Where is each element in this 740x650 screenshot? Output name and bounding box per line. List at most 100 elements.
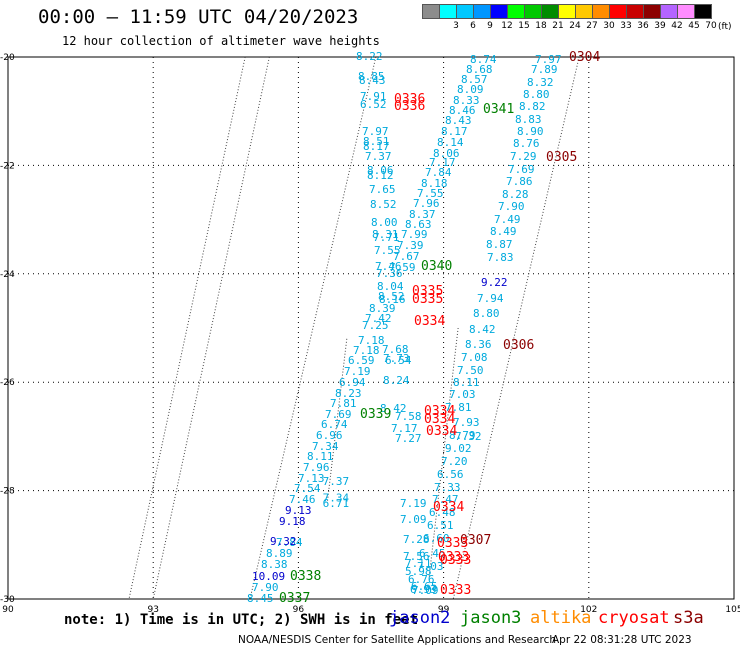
swh-value: 8.06: [433, 147, 460, 160]
swh-value: 7.68: [382, 343, 409, 356]
swh-value: 8.74: [470, 53, 497, 66]
legend-swatch: [541, 4, 559, 19]
pass-number: 0333: [440, 583, 471, 598]
page-title: 00:00 – 11:59 UTC 04/20/2023: [38, 6, 359, 28]
lat-tick-label: -22: [0, 161, 15, 171]
ground-tracks: [128, 56, 580, 600]
pass-number: 0334: [424, 404, 455, 419]
swh-value: 7.93: [453, 416, 480, 429]
legend-tick-label: 21: [552, 21, 564, 31]
lon-tick-label: 90: [2, 605, 14, 615]
swh-value: 7.84: [276, 536, 303, 549]
swh-value: 5.98: [405, 565, 432, 578]
swh-value: 7.54: [294, 482, 321, 495]
swh-value: 8.85: [358, 70, 385, 83]
swh-value: 8.89: [266, 547, 293, 560]
swh-value: 6.71: [323, 497, 350, 510]
swh-value: 10.09: [252, 570, 285, 583]
subtitle: 12 hour collection of altimeter wave hei…: [62, 34, 380, 48]
lon-tick-label: 96: [293, 605, 305, 615]
swh-value: 7.03: [417, 560, 444, 573]
swh-value: 8.00: [371, 216, 398, 229]
satellite-s3a: s3a: [673, 608, 704, 628]
swh-value: 7.73: [383, 352, 410, 365]
legend-swatch: [643, 4, 661, 19]
generated-timestamp: Apr 22 08:31:28 UTC 2023: [552, 634, 692, 646]
legend-tick-label: 70: [705, 21, 717, 31]
swh-value: 8.42: [469, 323, 496, 336]
swh-value: 6.93: [410, 583, 437, 596]
swh-value: 8.36: [465, 338, 492, 351]
swh-value: 8.51: [363, 135, 390, 148]
swh-value: 9.13: [285, 504, 312, 517]
swh-value: 8.12: [367, 169, 394, 182]
legend-tick-label: 39: [654, 21, 666, 31]
map-frame: [7, 56, 735, 600]
swh-value: 9.22: [481, 276, 508, 289]
legend-tick-label: 18: [535, 21, 547, 31]
swh-value: 7.89: [531, 63, 558, 76]
swh-value: 7.28: [403, 533, 430, 546]
legend-unit: (ft): [718, 22, 732, 32]
legend-tick-label: 15: [518, 21, 530, 31]
swh-value: 7.37: [323, 475, 350, 488]
pass-number: 0338: [290, 569, 321, 584]
satellite-altika: altika: [530, 608, 592, 628]
swh-value: 8.82: [519, 100, 546, 113]
lat-tick-label: -30: [0, 595, 15, 605]
swh-value: 8.17: [441, 125, 468, 138]
swh-value: 7.39: [397, 239, 424, 252]
color-legend: 3 6 9 12 15 18 21 24 27 30 33 36 39 42 45 70 (ft): [422, 4, 732, 33]
swh-value: 7.17: [429, 156, 456, 169]
lat-tick-label: -26: [0, 378, 15, 388]
swh-value: 8.68: [466, 63, 493, 76]
swh-value: 7.59: [389, 261, 416, 274]
legend-swatch: [592, 4, 610, 19]
graticule: [8, 57, 734, 599]
swh-value: 7.25: [362, 319, 389, 332]
swh-value: 7.47: [432, 493, 459, 506]
swh-value: 7.71: [373, 231, 400, 244]
pass-number: 0333: [440, 553, 471, 568]
legend-tick-label: 33: [620, 21, 632, 31]
legend-tick-label: 42: [671, 21, 683, 31]
lat-tick-label: -28: [0, 487, 15, 497]
legend-swatch: [660, 4, 678, 19]
lat-tick-label: -24: [0, 270, 15, 280]
legend-swatch: [456, 4, 474, 19]
satellite-jason2: jason2: [389, 608, 451, 628]
swh-value: 7.49: [494, 213, 521, 226]
swh-value: 8.80: [473, 307, 500, 320]
swh-value: 8.32: [527, 76, 554, 89]
swh-value: 9.02: [445, 442, 472, 455]
swh-value: 6.94: [339, 376, 366, 389]
ground-track: [152, 56, 270, 600]
swh-value: 7.65: [369, 183, 396, 196]
swh-value: 7.90: [252, 581, 279, 594]
swh-value: 7.19: [400, 497, 427, 510]
legend-swatch: [558, 4, 576, 19]
swh-value: 7.96: [413, 197, 440, 210]
pass-number: 0334: [426, 424, 457, 439]
ground-track: [249, 56, 377, 600]
swh-value: 7.18: [353, 344, 380, 357]
pass-number: 0336: [394, 99, 425, 114]
swh-value: 8.14: [437, 136, 464, 149]
pass-number: 0335: [412, 284, 443, 299]
swh-value: 7.37: [365, 150, 392, 163]
swh-value: 6.60: [423, 532, 450, 545]
swh-value: 6.52: [360, 98, 387, 111]
swh-value: 8.06: [367, 164, 394, 177]
swh-value: 7.55: [417, 187, 444, 200]
pass-number: 0333: [437, 536, 468, 551]
footnote: note: 1) Time is in UTC; 2) SWH is in fe…: [64, 612, 419, 628]
swh-value: 7.42: [365, 312, 392, 325]
swh-value: 7.58: [395, 410, 422, 423]
swh-value: 8.22: [356, 50, 383, 63]
swh-value: 7.55: [374, 244, 401, 257]
swh-value: 8.16: [379, 293, 406, 306]
legend-tick-label: 45: [688, 21, 700, 31]
pass-number: 0306: [503, 338, 534, 353]
legend-swatch: [694, 4, 712, 19]
